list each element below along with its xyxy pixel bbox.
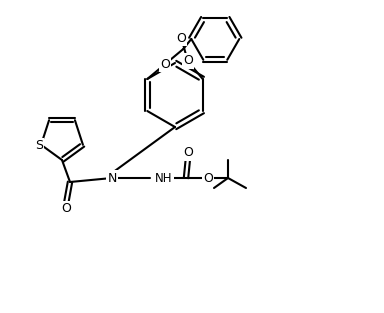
Text: O: O — [176, 32, 185, 44]
Text: O: O — [203, 172, 213, 184]
Text: N: N — [107, 172, 117, 184]
Text: O: O — [161, 58, 170, 70]
Text: O: O — [183, 146, 193, 160]
Text: NH: NH — [155, 172, 173, 184]
Text: O: O — [183, 54, 193, 68]
Text: O: O — [61, 203, 71, 215]
Text: S: S — [35, 139, 43, 152]
